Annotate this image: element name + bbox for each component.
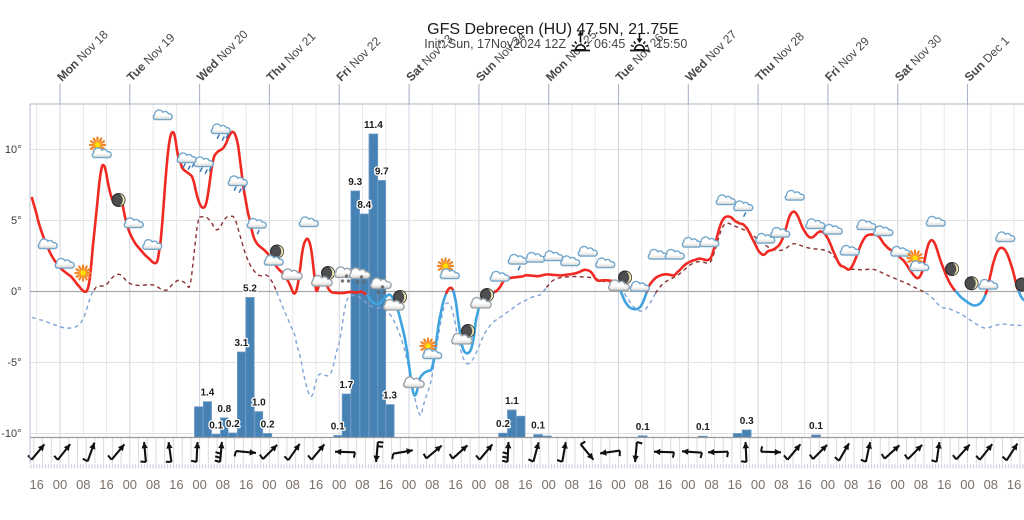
svg-text:08: 08 [565, 477, 579, 492]
svg-text:16: 16 [29, 477, 43, 492]
svg-text:08: 08 [914, 477, 928, 492]
svg-text:00: 00 [53, 477, 67, 492]
svg-text:08: 08 [984, 477, 998, 492]
svg-text:00: 00 [262, 477, 276, 492]
svg-text:1.7: 1.7 [339, 380, 353, 391]
svg-text:9.3: 9.3 [348, 177, 362, 188]
svg-text:0.1: 0.1 [531, 421, 545, 432]
svg-text:5.2: 5.2 [243, 284, 257, 295]
svg-text:Init: Sun, 17Nov2024 12Z: Init: Sun, 17Nov2024 12Z [424, 37, 566, 51]
svg-text:00: 00 [402, 477, 416, 492]
svg-text:0.8: 0.8 [217, 404, 231, 415]
svg-text:16: 16 [309, 477, 323, 492]
svg-text:0.1: 0.1 [636, 422, 650, 433]
svg-text:08: 08 [634, 477, 648, 492]
svg-text:16: 16 [169, 477, 183, 492]
svg-text:08: 08 [844, 477, 858, 492]
svg-text:16: 16 [588, 477, 602, 492]
svg-text:00: 00 [123, 477, 137, 492]
svg-text:0.2: 0.2 [226, 419, 240, 430]
svg-text:-10°: -10° [1, 428, 21, 440]
svg-text:08: 08 [146, 477, 160, 492]
svg-text:0.1: 0.1 [209, 420, 223, 431]
svg-text:16: 16 [379, 477, 393, 492]
svg-text:00: 00 [472, 477, 486, 492]
svg-text:16: 16 [728, 477, 742, 492]
svg-text:1.1: 1.1 [505, 396, 519, 407]
svg-text:-5°: -5° [7, 357, 21, 369]
svg-text:9.7: 9.7 [375, 167, 389, 178]
svg-text:16: 16 [239, 477, 253, 492]
svg-text:1.3: 1.3 [383, 391, 397, 402]
svg-text:00: 00 [681, 477, 695, 492]
svg-text:0.1: 0.1 [331, 422, 345, 433]
svg-text:8.4: 8.4 [357, 200, 371, 211]
svg-text:0.2: 0.2 [261, 420, 275, 431]
svg-text:08: 08 [704, 477, 718, 492]
svg-text:16: 16 [518, 477, 532, 492]
svg-text:16: 16 [867, 477, 881, 492]
svg-text:0°: 0° [11, 286, 22, 298]
svg-text:00: 00 [611, 477, 625, 492]
svg-text:08: 08 [355, 477, 369, 492]
svg-text:00: 00 [821, 477, 835, 492]
svg-text:3.1: 3.1 [234, 338, 248, 349]
svg-text:0.1: 0.1 [809, 421, 823, 432]
svg-text:GFS Debrecen (HU) 47.5N, 21.75: GFS Debrecen (HU) 47.5N, 21.75E [427, 21, 679, 38]
svg-text:0.3: 0.3 [740, 416, 754, 427]
svg-text:5°: 5° [11, 215, 22, 227]
svg-text:0.2: 0.2 [496, 419, 510, 430]
svg-text:16: 16 [99, 477, 113, 492]
svg-text:00: 00 [541, 477, 555, 492]
svg-text:10°: 10° [5, 144, 22, 156]
svg-text:15:50: 15:50 [656, 37, 687, 51]
svg-text:16: 16 [797, 477, 811, 492]
svg-text:08: 08 [216, 477, 230, 492]
svg-text:08: 08 [774, 477, 788, 492]
svg-text:08: 08 [495, 477, 509, 492]
svg-text:16: 16 [658, 477, 672, 492]
svg-text:16: 16 [1007, 477, 1021, 492]
svg-text:00: 00 [960, 477, 974, 492]
svg-text:00: 00 [751, 477, 765, 492]
svg-text:08: 08 [425, 477, 439, 492]
svg-text:1.4: 1.4 [200, 388, 214, 399]
svg-text:00: 00 [192, 477, 206, 492]
svg-text:16: 16 [448, 477, 462, 492]
svg-text:0.1: 0.1 [696, 422, 710, 433]
svg-text:11.4: 11.4 [364, 120, 383, 131]
svg-text:00: 00 [890, 477, 904, 492]
svg-text:1.0: 1.0 [252, 398, 266, 409]
svg-text:08: 08 [76, 477, 90, 492]
svg-text:16: 16 [937, 477, 951, 492]
svg-text:00: 00 [332, 477, 346, 492]
svg-text:08: 08 [285, 477, 299, 492]
svg-text:06:45: 06:45 [594, 37, 625, 51]
